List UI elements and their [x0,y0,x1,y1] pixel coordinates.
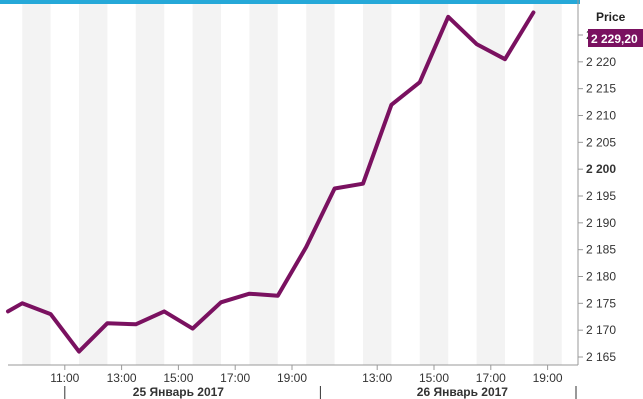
y-tick-label-2: 2 215 [586,82,616,96]
last-price-marker: 2 229,20 [588,29,643,47]
date-label-1: 26 Январь 2017 [417,385,509,399]
background-bands [22,0,562,365]
y-tick-label-11: 2 170 [586,323,616,337]
x-tick-label-8: 19:00 [533,371,563,385]
x-tick-label-6: 15:00 [419,371,449,385]
background-band-1 [79,0,108,365]
last-price-badge [588,29,643,47]
y-tick-label-6: 2 195 [586,189,616,203]
x-tick-label-3: 17:00 [220,371,250,385]
y-tick-label-7: 2 190 [586,216,616,230]
background-band-5 [306,0,335,365]
y-tick-label-8: 2 185 [586,243,616,257]
x-tick-label-7: 17:00 [476,371,506,385]
x-tick-label-4: 19:00 [277,371,307,385]
y-tick-label-9: 2 180 [586,270,616,284]
background-band-3 [192,0,221,365]
background-band-8 [476,0,505,365]
axes [8,0,579,366]
x-tick-label-0: 11:00 [50,371,79,385]
background-band-7 [419,0,449,365]
background-band-6 [363,0,392,365]
background-band-2 [135,0,165,365]
y-axis-title: Price [596,10,626,24]
date-labels: 25 Январь 2017 26 Январь 2017 [64,385,577,399]
price-line [6,10,536,354]
background-band-9 [533,0,562,365]
x-axis-ticks: 11:00 13:00 15:00 17:00 19:00 13:00 15:00 17:00… [50,365,563,385]
y-tick-label-12: 2 165 [586,350,616,364]
x-tick-label-2: 15:00 [163,371,193,385]
y-tick-label-4: 2 205 [586,135,616,149]
y-tick-label-3: 2 210 [586,109,616,123]
x-tick-label-1: 13:00 [107,371,137,385]
cutoff-top-strip [0,0,580,4]
last-price-label: 2 229,20 [591,32,638,46]
y-tick-label-5: 2 200 [586,162,616,176]
date-label-0: 25 Январь 2017 [133,385,225,399]
y-tick-label-10: 2 175 [586,296,616,310]
background-band-4 [249,0,278,365]
x-tick-label-5: 13:00 [362,371,392,385]
y-tick-label-1: 2 220 [586,55,616,69]
